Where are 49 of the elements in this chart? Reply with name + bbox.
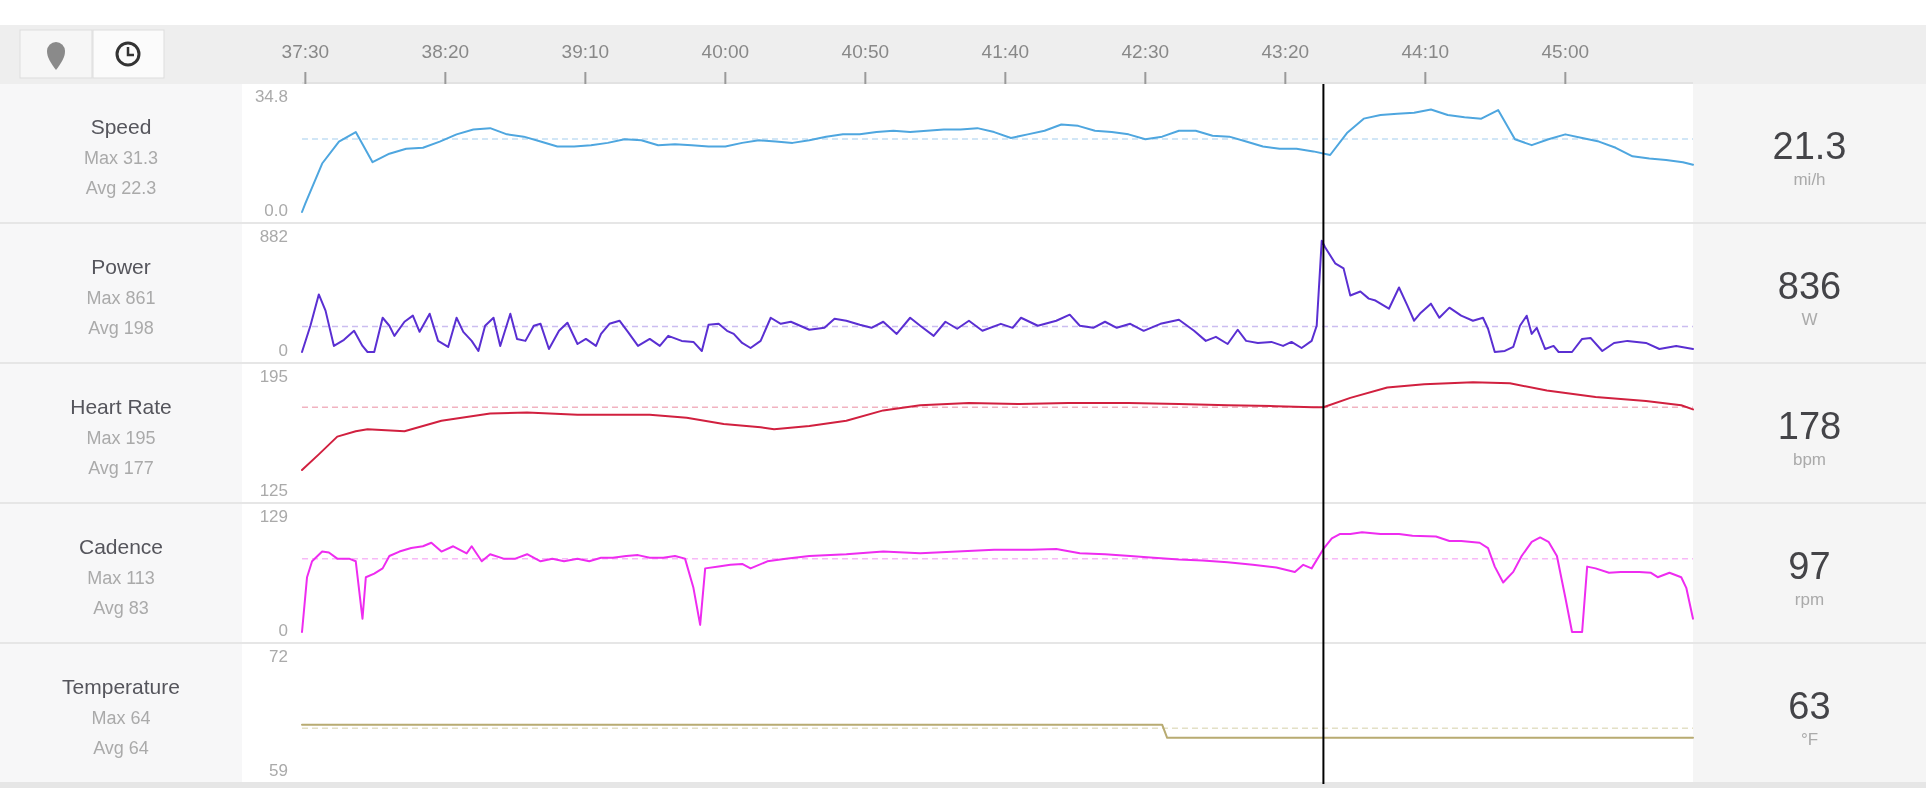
text: Temperature	[62, 675, 180, 698]
text: 178	[1777, 405, 1842, 447]
y-tick-label: 125	[259, 481, 288, 501]
y-tick-label: 59	[269, 761, 288, 781]
x-tick-label: 44:10	[1401, 41, 1450, 62]
text: Speed	[90, 115, 152, 138]
text: Avg 83	[93, 598, 149, 618]
line-series	[301, 108, 1694, 213]
y-tick-label: 0.0	[264, 201, 288, 221]
text: Max 195	[86, 428, 156, 448]
y-tick-label: 34.8	[254, 87, 288, 107]
text: Max 861	[86, 288, 156, 308]
x-tick-label: 41:40	[981, 41, 1030, 62]
text: Avg 64	[93, 738, 149, 758]
text: W	[1801, 310, 1818, 329]
x-tick-label: 40:00	[701, 41, 750, 62]
x-tick-label: 45:00	[1541, 41, 1590, 62]
x-tick-label: 40:50	[841, 41, 890, 62]
y-tick-label: 72	[269, 647, 288, 667]
line-series	[301, 239, 1694, 353]
text: °F	[1800, 730, 1819, 749]
line-series	[301, 531, 1694, 633]
text: 836	[1777, 265, 1842, 307]
text: Max 31.3	[83, 148, 159, 168]
x-tick-label: 42:30	[1121, 41, 1170, 62]
text: 21.3	[1772, 125, 1847, 167]
x-tick-label: 39:10	[561, 41, 610, 62]
text: Avg 198	[88, 318, 154, 338]
line-series	[301, 381, 1694, 472]
text: mi/h	[1793, 170, 1826, 189]
y-tick-label: 129	[259, 507, 288, 527]
y-tick-label: 0	[278, 621, 288, 641]
text: bpm	[1792, 450, 1827, 469]
text: 97	[1788, 545, 1831, 587]
y-tick-label: 0	[278, 341, 288, 361]
x-tick-label: 43:20	[1261, 41, 1310, 62]
text: Avg 177	[88, 458, 154, 478]
text: rpm	[1794, 590, 1825, 609]
text: 63	[1788, 685, 1831, 727]
x-tick-label: 37:30	[281, 41, 330, 62]
y-tick-label: 882	[259, 227, 288, 247]
y-tick-label: 195	[259, 367, 288, 387]
text: Heart Rate	[70, 395, 172, 418]
text: Avg 22.3	[85, 178, 157, 198]
text: Max 113	[87, 568, 155, 588]
text: Max 64	[91, 708, 151, 728]
text: Cadence	[78, 535, 164, 558]
x-tick-label: 38:20	[421, 41, 470, 62]
text: Power	[91, 255, 151, 278]
